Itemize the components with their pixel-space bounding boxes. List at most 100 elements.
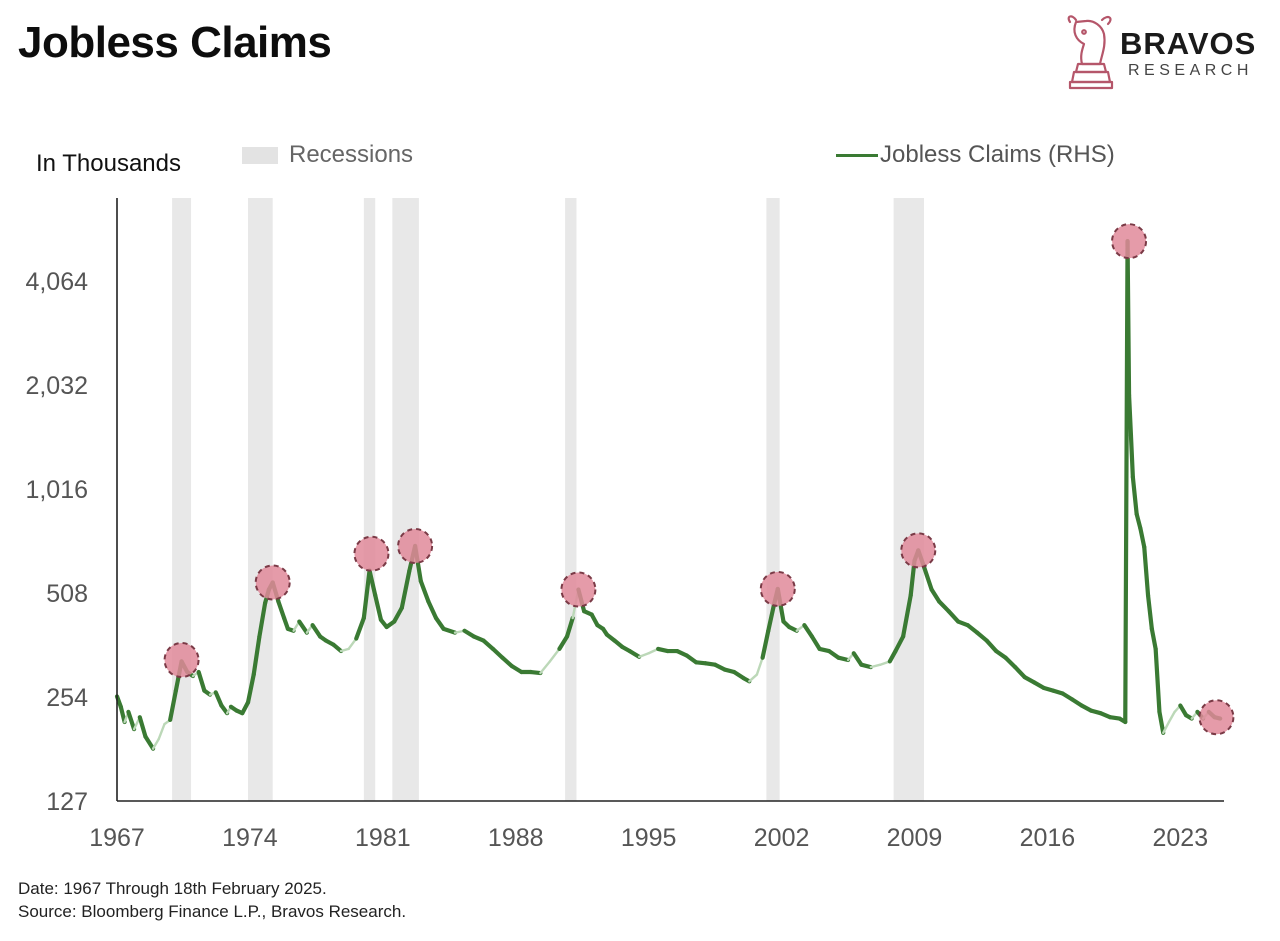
- series-swatch: [836, 153, 878, 157]
- series-segment: [137, 715, 148, 739]
- series-segment: [310, 623, 323, 639]
- series-segment: [836, 655, 851, 663]
- series-segment: [118, 704, 127, 725]
- series-segment: [787, 624, 799, 633]
- recession-band: [248, 198, 273, 801]
- peak-marker: [1198, 699, 1235, 736]
- recession-band: [766, 198, 780, 801]
- peak-marker: [900, 532, 937, 569]
- series-segment: [168, 688, 178, 723]
- footer-date: Date: 1967 Through 18th February 2025.: [18, 879, 327, 898]
- recession-bands: [172, 198, 924, 801]
- series-segment: [361, 568, 372, 621]
- recession-band: [565, 198, 577, 801]
- series-segment: [1128, 433, 1135, 480]
- y-tick-label: 4,064: [25, 268, 88, 296]
- series-segment: [1167, 710, 1176, 724]
- peak-marker: [397, 527, 434, 564]
- series-segment: [548, 647, 561, 663]
- x-tick-label: 1995: [621, 824, 677, 852]
- series-segment: [339, 647, 350, 653]
- peak-marker: [759, 570, 796, 607]
- series-segment: [367, 568, 378, 598]
- brand-tagline: RESEARCH: [1128, 62, 1253, 79]
- peak-marker: [1111, 223, 1148, 260]
- x-tick-label: 2016: [1020, 824, 1076, 852]
- x-tick-label: 1974: [222, 824, 278, 852]
- x-tick-label: 2002: [754, 824, 810, 852]
- y-axis-label: In Thousands: [36, 150, 181, 177]
- y-tick-label: 1,016: [25, 476, 88, 504]
- peak-marker: [353, 535, 390, 572]
- y-tick-label: 254: [46, 684, 88, 712]
- series-segment: [1157, 709, 1166, 735]
- x-tick-label: 2023: [1153, 824, 1209, 852]
- series-segment: [219, 703, 230, 716]
- y-tick-label: 127: [46, 788, 88, 816]
- peak-marker: [254, 564, 291, 601]
- series-segment: [481, 638, 496, 651]
- recession-band: [392, 198, 419, 801]
- page-title: Jobless Claims: [18, 18, 332, 67]
- series-segment: [1138, 526, 1147, 550]
- series-segment: [539, 660, 552, 675]
- series-segment: [755, 656, 764, 676]
- series-segment: [921, 564, 934, 592]
- series-segment: [937, 599, 951, 614]
- series-segment: [354, 615, 366, 641]
- axes: [116, 198, 1224, 802]
- series-segment: [1013, 665, 1027, 680]
- series-segment: [1134, 511, 1143, 531]
- series-segment: [347, 637, 358, 651]
- series-segment: [441, 626, 458, 635]
- y-tick-labels: 127 254 508 1,016 2,032 4,064: [25, 268, 88, 816]
- series-segment: [1003, 655, 1018, 670]
- series-segment: [1153, 646, 1162, 714]
- bull-chess-knight-icon: [1067, 15, 1114, 90]
- series-segment: [490, 646, 505, 660]
- peak-marker: [163, 642, 200, 679]
- x-tick-labels: 1967 1974 1981 1988 1995 2002 2009 2016 2023: [89, 824, 1208, 852]
- series-segment: [946, 609, 961, 624]
- series-segment: [984, 638, 999, 654]
- series-segment: [1125, 239, 1132, 398]
- x-tick-label: 1981: [355, 824, 411, 852]
- series-segment: [126, 709, 137, 732]
- series-segment: [1145, 593, 1154, 631]
- series-segment: [426, 599, 439, 621]
- series-segment: [297, 619, 309, 635]
- series-segment: [869, 663, 882, 669]
- x-tick-label: 2009: [887, 824, 943, 852]
- series-segment: [433, 615, 446, 631]
- y-tick-label: 2,032: [25, 372, 88, 400]
- series-segment: [500, 655, 515, 669]
- peak-markers: [163, 223, 1235, 736]
- series-segment: [557, 634, 570, 651]
- series-segment: [564, 615, 575, 639]
- peak-marker: [560, 571, 597, 608]
- series-segment: [929, 587, 942, 604]
- series-segment: [1142, 544, 1151, 598]
- series-segment: [276, 599, 287, 621]
- series-segment: [851, 651, 864, 667]
- recession-band: [172, 198, 192, 801]
- series-segment: [257, 600, 268, 639]
- legend-series-label: Jobless Claims (RHS): [880, 141, 1115, 168]
- series-segment: [392, 605, 404, 624]
- series-segment: [637, 652, 650, 659]
- series-segment: [245, 672, 256, 705]
- series-segment: [331, 642, 344, 654]
- series-segment: [627, 648, 642, 659]
- series-segment: [901, 593, 913, 639]
- series-segment: [373, 593, 384, 622]
- legend-jobless-claims: Jobless Claims (RHS): [836, 140, 1115, 170]
- x-tick-label: 1988: [488, 824, 544, 852]
- series-segment: [196, 669, 207, 693]
- series-segment: [151, 737, 160, 750]
- brand-name: BRAVOS: [1120, 26, 1257, 61]
- series-segment: [1162, 720, 1171, 735]
- brand-logo: BRAVOS RESEARCH: [1062, 12, 1272, 94]
- series-segment: [143, 734, 156, 751]
- series-segment: [748, 673, 759, 683]
